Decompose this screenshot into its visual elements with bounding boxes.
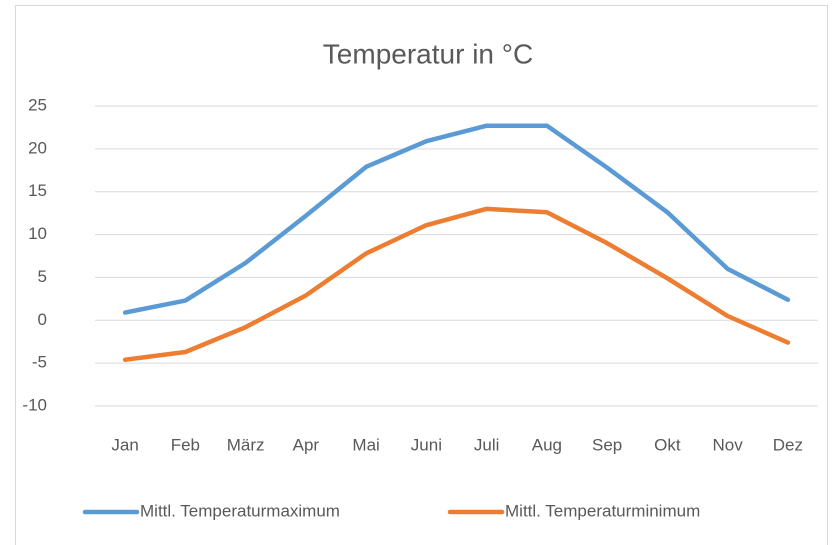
data-line: [122, 206, 791, 362]
x-tick-label: Aug: [532, 435, 562, 454]
x-tick-label: März: [227, 435, 265, 454]
x-tick-label: Sep: [592, 435, 622, 454]
y-tick-label: -10: [22, 395, 47, 414]
x-tick-label: Feb: [171, 435, 200, 454]
x-tick-label: Okt: [654, 435, 681, 454]
legend-label: Mittl. Temperaturmaximum: [140, 501, 340, 520]
y-tick-label: -5: [32, 353, 47, 372]
x-tick-label: Apr: [293, 435, 320, 454]
y-tick-label: 5: [38, 267, 47, 286]
x-tick-label: Mai: [352, 435, 379, 454]
x-tick-label: Juni: [411, 435, 442, 454]
data-line: [122, 123, 791, 315]
y-tick-label: 25: [28, 95, 47, 114]
y-tick-label: 20: [28, 138, 47, 157]
x-tick-label: Dez: [773, 435, 803, 454]
x-tick-label: Juli: [474, 435, 500, 454]
chart-title: Temperatur in °C: [323, 38, 533, 69]
y-tick-label: 0: [38, 310, 47, 329]
chart-border: [15, 5, 828, 545]
legend-label: Mittl. Temperaturminimum: [505, 501, 700, 520]
x-tick-label: Nov: [713, 435, 744, 454]
x-tick-label: Jan: [111, 435, 138, 454]
y-tick-label: 10: [28, 224, 47, 243]
y-tick-label: 15: [28, 181, 47, 200]
